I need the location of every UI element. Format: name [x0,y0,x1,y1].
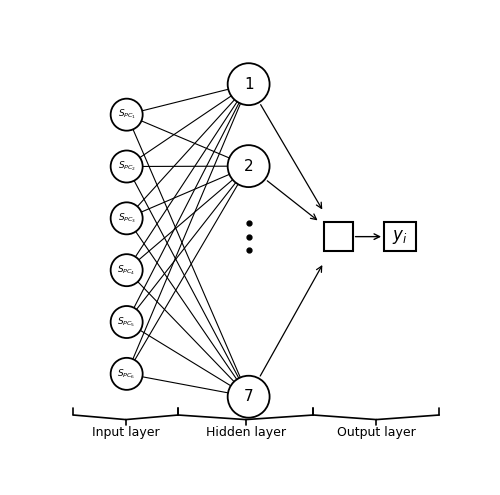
Text: $y_i$: $y_i$ [392,228,408,246]
Text: Input layer: Input layer [92,426,160,439]
Circle shape [228,145,270,187]
Text: $S_{PC_5}$: $S_{PC_5}$ [118,315,136,329]
Text: $S_{PC_4}$: $S_{PC_4}$ [118,263,136,277]
Text: 7: 7 [244,389,254,404]
Text: 1: 1 [244,77,254,92]
Circle shape [110,202,142,234]
Text: $S_{PC_2}$: $S_{PC_2}$ [118,160,136,173]
Text: $S_{PC_1}$: $S_{PC_1}$ [118,108,136,121]
Circle shape [110,306,142,338]
Text: Output layer: Output layer [337,426,415,439]
Circle shape [110,150,142,183]
Circle shape [110,99,142,131]
Text: Hidden layer: Hidden layer [206,426,286,439]
Text: $S_{PC_6}$: $S_{PC_6}$ [118,367,136,381]
FancyBboxPatch shape [324,222,352,251]
FancyBboxPatch shape [384,222,416,251]
Circle shape [228,376,270,418]
Circle shape [110,254,142,286]
Text: $S_{PC_3}$: $S_{PC_3}$ [118,211,136,225]
Circle shape [110,358,142,390]
Circle shape [228,63,270,105]
Text: 2: 2 [244,158,254,174]
